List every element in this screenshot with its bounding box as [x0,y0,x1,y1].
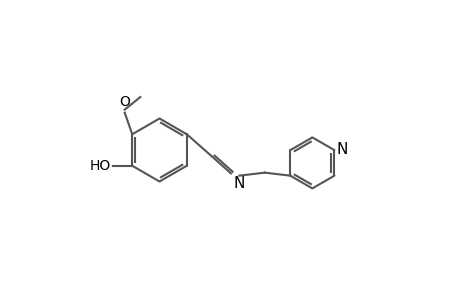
Text: O: O [119,95,130,109]
Text: N: N [336,142,347,157]
Text: N: N [233,176,244,191]
Text: HO: HO [90,159,111,173]
